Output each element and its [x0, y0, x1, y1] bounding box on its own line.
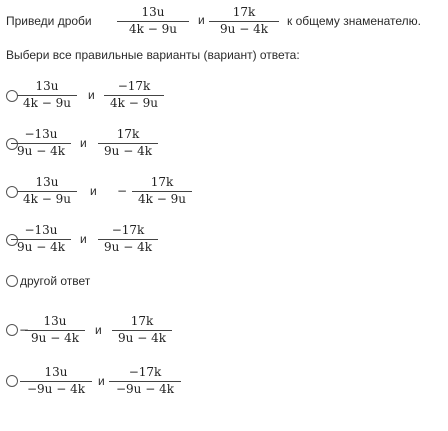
- question-prefix: Приведи дроби: [6, 14, 92, 28]
- question-conjunction: и: [198, 13, 205, 27]
- fraction-bar: [25, 330, 85, 331]
- fraction-denominator: 9u − 4k: [31, 331, 79, 345]
- fraction-bar: [17, 95, 77, 96]
- fraction-bar: [98, 143, 158, 144]
- fraction-numerator: 13u: [35, 79, 59, 93]
- answer-option-1[interactable]: 13u 4k − 9u и −17k 4k − 9u: [0, 74, 250, 120]
- option-conjunction: и: [95, 323, 102, 337]
- fraction-bar: [209, 21, 279, 22]
- fraction-numerator: −17k: [128, 365, 162, 379]
- fraction-numerator: 17k: [116, 127, 140, 141]
- fraction-bar: [132, 191, 192, 192]
- fraction-denominator: 9u − 4k: [17, 144, 65, 158]
- fraction-denominator: 9u − 4k: [118, 331, 166, 345]
- fraction-bar: [20, 381, 92, 382]
- fraction-numerator: −13u: [24, 223, 58, 237]
- option-conjunction: и: [88, 88, 95, 102]
- fraction-denominator: 9u − 4k: [220, 22, 268, 36]
- instruction-text: Выбери все правильные варианты (вариант)…: [6, 48, 300, 62]
- fraction-numerator: 13u: [141, 5, 165, 19]
- option-conjunction: и: [98, 374, 105, 388]
- fraction-bar: [11, 239, 71, 240]
- answer-option-6[interactable]: − 13u 9u − 4k и 17k 9u − 4k: [0, 306, 250, 356]
- fraction-bar: [98, 239, 158, 240]
- radio-button[interactable]: [6, 138, 18, 150]
- fraction-numerator: 17k: [150, 175, 174, 189]
- minus-sign: −: [117, 184, 128, 198]
- fraction-numerator: 13u: [35, 175, 59, 189]
- fraction-bar: [109, 381, 181, 382]
- option-conjunction: и: [80, 136, 87, 150]
- fraction-bar: [17, 191, 77, 192]
- option-label: другой ответ: [20, 274, 91, 288]
- fraction-numerator: 17k: [130, 314, 154, 328]
- fraction-denominator: 4k − 9u: [138, 192, 186, 206]
- fraction-numerator: 13u: [44, 365, 68, 379]
- radio-button[interactable]: [6, 324, 18, 336]
- fraction-denominator: 4k − 9u: [129, 22, 177, 36]
- fraction-denominator: 9u − 4k: [17, 240, 65, 254]
- question-suffix: к общему знаменателю.: [287, 14, 421, 28]
- fraction-denominator: 9u − 4k: [104, 144, 152, 158]
- answer-option-7[interactable]: 13u −9u − 4k и −17k −9u − 4k: [0, 358, 250, 408]
- answer-option-5[interactable]: другой ответ: [0, 272, 150, 292]
- answer-option-2[interactable]: −13u 9u − 4k и 17k 9u − 4k: [0, 122, 250, 168]
- fraction-denominator: 9u − 4k: [104, 240, 152, 254]
- fraction-numerator: −13u: [24, 127, 58, 141]
- fraction-numerator: 17k: [232, 5, 256, 19]
- fraction-numerator: −17k: [117, 79, 151, 93]
- fraction-bar: [117, 21, 189, 22]
- fraction-numerator: −17k: [111, 223, 145, 237]
- fraction-denominator: −9u − 4k: [26, 382, 86, 396]
- fraction-denominator: −9u − 4k: [115, 382, 175, 396]
- fraction-numerator: 13u: [43, 314, 67, 328]
- radio-button[interactable]: [6, 90, 18, 102]
- fraction-denominator: 4k − 9u: [110, 96, 158, 110]
- radio-button[interactable]: [6, 375, 18, 387]
- answer-option-3[interactable]: 13u 4k − 9u и − 17k 4k − 9u: [0, 170, 250, 216]
- fraction-bar: [104, 95, 164, 96]
- fraction-denominator: 4k − 9u: [23, 96, 71, 110]
- radio-button[interactable]: [6, 275, 18, 287]
- answer-option-4[interactable]: −13u 9u − 4k и −17k 9u − 4k: [0, 218, 250, 264]
- fraction-bar: [11, 143, 71, 144]
- radio-button[interactable]: [6, 186, 18, 198]
- option-conjunction: и: [80, 232, 87, 246]
- radio-button[interactable]: [6, 234, 18, 246]
- option-conjunction: и: [90, 184, 97, 198]
- fraction-bar: [112, 330, 172, 331]
- fraction-denominator: 4k − 9u: [23, 192, 71, 206]
- minus-sign: −: [19, 323, 30, 337]
